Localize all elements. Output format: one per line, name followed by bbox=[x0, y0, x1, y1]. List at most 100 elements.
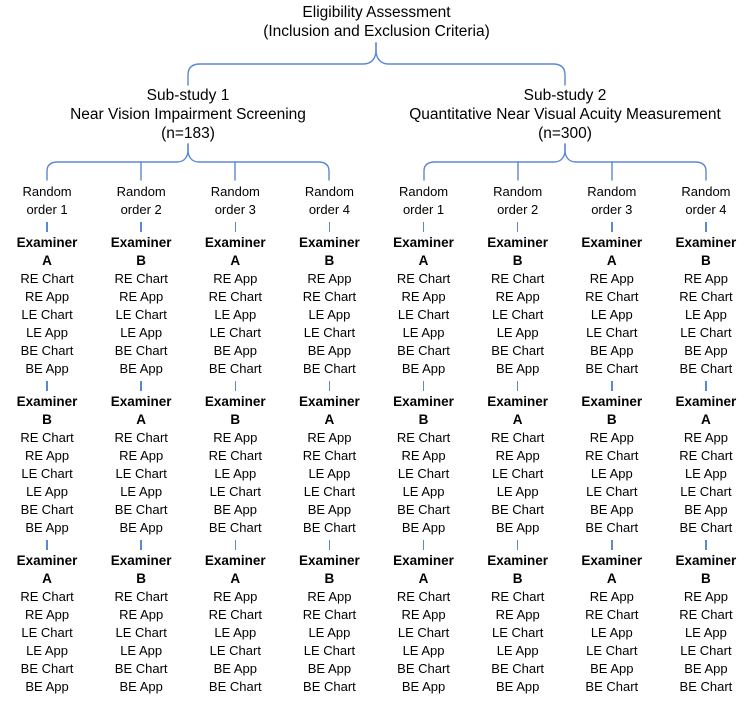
examiner-block: Examiner B RE App RE Chart LE App LE Chart B… bbox=[676, 552, 737, 696]
connector-tick bbox=[328, 539, 331, 550]
random-order-label: Random order 2 bbox=[493, 183, 542, 219]
test-item: RE Chart bbox=[208, 289, 263, 304]
test-item: RE Chart bbox=[585, 448, 639, 463]
examiner-word: Examiner bbox=[393, 553, 454, 568]
substudy-1-sample-size: (n=183) bbox=[161, 125, 215, 142]
examiner-word: Examiner bbox=[487, 553, 549, 568]
examiner-word: Examiner bbox=[675, 235, 737, 250]
test-item: LE App bbox=[214, 307, 257, 322]
top-brace-left bbox=[187, 42, 377, 86]
test-item: LE App bbox=[590, 625, 633, 640]
examiner-letter: A bbox=[324, 412, 335, 427]
random-order-label: Random order 4 bbox=[305, 183, 354, 219]
test-item: RE App bbox=[213, 589, 258, 604]
test-item: BE App bbox=[119, 361, 163, 376]
test-item: LE Chart bbox=[397, 625, 450, 640]
test-item: RE App bbox=[119, 607, 164, 622]
test-item: RE Chart bbox=[20, 589, 74, 604]
test-sequence: RE Chart RE App LE Chart LE App BE Chart BE A… bbox=[111, 429, 172, 537]
test-item: RE Chart bbox=[585, 289, 639, 304]
test-item: LE Chart bbox=[115, 466, 167, 481]
test-item: RE App bbox=[307, 430, 352, 445]
connector-tick bbox=[611, 539, 613, 550]
connector-tick bbox=[46, 221, 48, 232]
examiner-word: Examiner bbox=[299, 394, 360, 409]
connector-tick bbox=[234, 380, 237, 391]
test-item: LE Chart bbox=[209, 484, 261, 499]
test-item: BE Chart bbox=[397, 343, 450, 358]
test-sequence: RE Chart RE App LE Chart LE App BE Chart BE A… bbox=[487, 429, 548, 537]
test-item: RE App bbox=[589, 589, 634, 604]
examiner-label: Examiner B bbox=[676, 552, 737, 588]
random-order-label: Random order 4 bbox=[681, 183, 730, 219]
test-item: BE App bbox=[213, 661, 257, 676]
test-item: LE Chart bbox=[397, 466, 450, 481]
substudy-2-sample-size: (n=300) bbox=[538, 125, 592, 142]
test-item: BE Chart bbox=[491, 502, 545, 517]
test-item: LE App bbox=[684, 625, 727, 640]
test-item: RE App bbox=[589, 271, 634, 286]
connector-tick bbox=[422, 221, 425, 232]
examiner-word: Examiner bbox=[16, 553, 78, 568]
test-item: BE Chart bbox=[491, 661, 545, 676]
examiner-letter: B bbox=[324, 253, 335, 268]
connector-tick bbox=[140, 380, 142, 391]
connector-tick bbox=[328, 221, 331, 232]
test-item: LE Chart bbox=[397, 307, 450, 322]
test-sequence: RE App RE Chart LE App LE Chart BE App BE Cha… bbox=[299, 429, 360, 537]
test-item: BE App bbox=[495, 361, 540, 376]
test-sequence: RE App RE Chart LE App LE Chart BE App BE Cha… bbox=[581, 588, 642, 696]
examiner-letter: A bbox=[230, 253, 241, 268]
random-order-column: Random order 2 Examiner B RE Chart RE App… bbox=[471, 183, 565, 696]
examiner-word: Examiner bbox=[299, 553, 360, 568]
random-order-label-line1: Random bbox=[116, 184, 166, 199]
examiner-block: Examiner A RE Chart RE App LE Chart LE App B… bbox=[393, 234, 454, 378]
test-item: BE Chart bbox=[397, 502, 450, 517]
connector-tick bbox=[234, 221, 237, 232]
examiner-word: Examiner bbox=[204, 235, 266, 250]
test-item: BE App bbox=[495, 679, 540, 694]
examiner-block: Examiner B RE Chart RE App LE Chart LE App B… bbox=[111, 552, 172, 696]
examiner-word: Examiner bbox=[675, 394, 737, 409]
examiner-label: Examiner B bbox=[299, 552, 360, 588]
examiner-block: Examiner A RE App RE Chart LE App LE Chart B… bbox=[581, 552, 642, 696]
test-sequence: RE App RE Chart LE App LE Chart BE App BE Cha… bbox=[676, 588, 737, 696]
examiner-label: Examiner A bbox=[581, 234, 642, 270]
test-item: BE Chart bbox=[208, 520, 262, 535]
random-order-column: Random order 4 Examiner B RE App RE Chart… bbox=[282, 183, 376, 696]
examiner-block: Examiner A RE Chart RE App LE Chart LE App B… bbox=[487, 393, 548, 537]
examiner-word: Examiner bbox=[581, 394, 643, 409]
test-item: LE Chart bbox=[209, 643, 261, 658]
examiner-letter: A bbox=[512, 412, 523, 427]
substudy2-brace-right bbox=[564, 143, 707, 181]
connector-tick bbox=[328, 380, 331, 391]
test-item: BE App bbox=[495, 520, 540, 535]
test-sequence: RE App RE Chart LE App LE Chart BE App BE Cha… bbox=[205, 429, 266, 537]
test-item: BE Chart bbox=[397, 661, 450, 676]
test-item: LE App bbox=[120, 484, 163, 499]
test-sequence: RE Chart RE App LE Chart LE App BE Chart BE A… bbox=[111, 270, 172, 378]
test-item: BE Chart bbox=[585, 520, 639, 535]
test-item: BE App bbox=[401, 361, 446, 376]
test-item: RE Chart bbox=[302, 448, 357, 463]
examiner-block: Examiner B RE Chart RE App LE Chart LE App B… bbox=[487, 234, 548, 378]
test-sequence: RE Chart RE App LE Chart LE App BE Chart BE A… bbox=[111, 588, 172, 696]
examiner-label: Examiner A bbox=[205, 552, 266, 588]
connector-tick bbox=[611, 221, 613, 232]
test-item: LE Chart bbox=[115, 307, 167, 322]
examiner-word: Examiner bbox=[675, 553, 737, 568]
test-item: RE Chart bbox=[208, 607, 263, 622]
test-item: LE Chart bbox=[492, 625, 544, 640]
examiner-label: Examiner B bbox=[111, 552, 172, 588]
examiner-word: Examiner bbox=[16, 235, 78, 250]
page-title-line1: Eligibility Assessment bbox=[302, 4, 451, 21]
examiner-label: Examiner B bbox=[111, 234, 172, 270]
test-item: RE Chart bbox=[490, 430, 545, 445]
random-order-label: Random order 1 bbox=[22, 183, 71, 219]
examiner-block: Examiner B RE Chart RE App LE Chart LE App B… bbox=[487, 552, 548, 696]
test-item: RE App bbox=[25, 289, 70, 304]
test-item: RE Chart bbox=[396, 271, 451, 286]
test-item: LE App bbox=[684, 307, 727, 322]
examiner-block: Examiner A RE Chart RE App LE Chart LE App B… bbox=[111, 393, 172, 537]
